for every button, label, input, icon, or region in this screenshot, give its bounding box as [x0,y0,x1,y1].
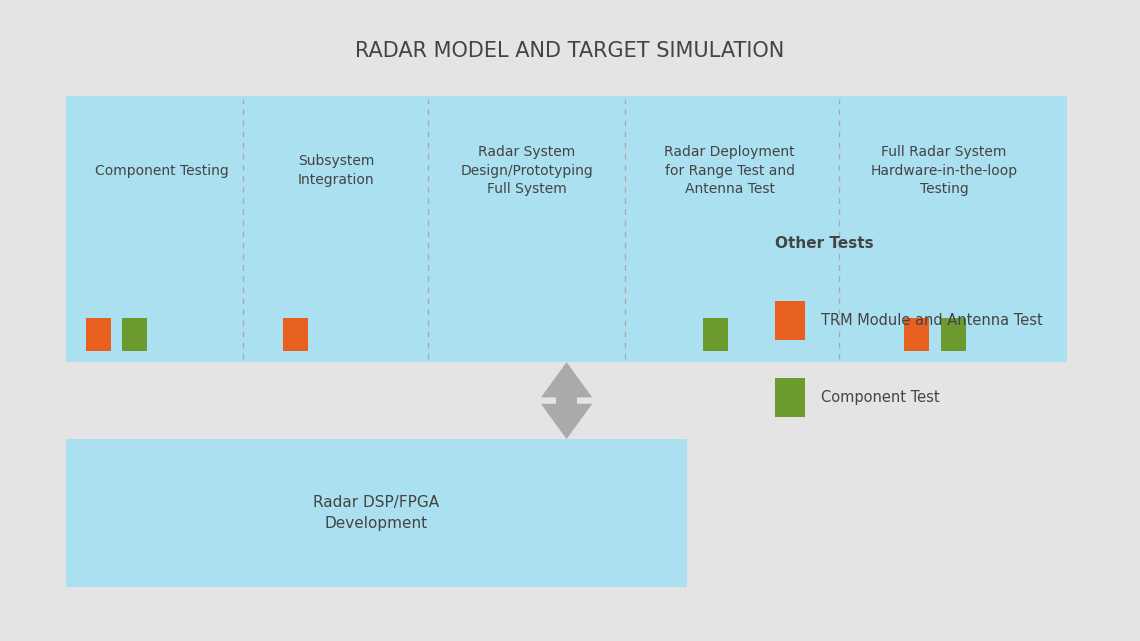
Bar [904,318,929,351]
Text: Radar System
Design/Prototyping
Full System: Radar System Design/Prototyping Full Sys… [461,146,593,196]
Text: Other Tests: Other Tests [775,236,874,251]
Bar [66,439,687,587]
Bar [940,318,966,351]
Text: RADAR MODEL AND TARGET SIMULATION: RADAR MODEL AND TARGET SIMULATION [356,41,784,62]
Polygon shape [540,362,593,397]
Text: TRM Module and Antenna Test: TRM Module and Antenna Test [821,313,1043,328]
Bar [556,397,577,404]
Text: Radar DSP/FPGA
Development: Radar DSP/FPGA Development [314,495,439,531]
Bar [775,301,805,340]
Text: Component Test: Component Test [821,390,939,405]
Bar [66,96,1067,362]
Bar [775,378,805,417]
Text: Component Testing: Component Testing [95,163,229,178]
Text: Full Radar System
Hardware-in-the-loop
Testing: Full Radar System Hardware-in-the-loop T… [870,146,1018,196]
Text: Subsystem
Integration: Subsystem Integration [298,154,375,187]
Polygon shape [540,404,593,439]
Text: Radar Deployment
for Range Test and
Antenna Test: Radar Deployment for Range Test and Ante… [665,146,795,196]
Bar [703,318,728,351]
Bar [122,318,147,351]
Bar [283,318,308,351]
Bar [86,318,111,351]
